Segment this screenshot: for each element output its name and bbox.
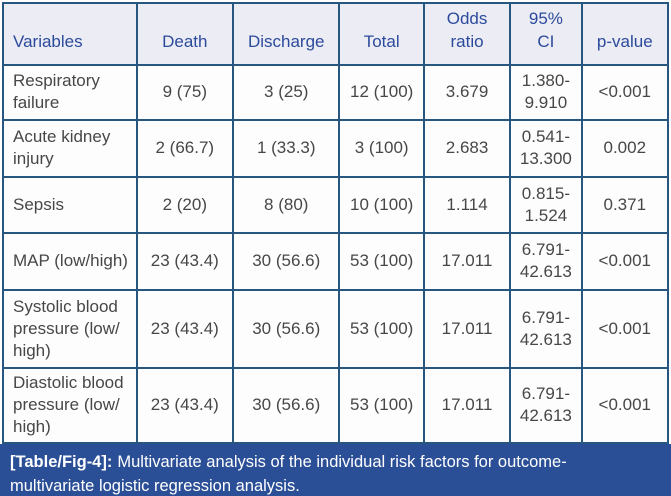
table-caption: [Table/Fig-4]: Multivariate analysis of t… — [0, 443, 671, 496]
cell-death: 2 (66.7) — [135, 118, 235, 178]
cell-total: 53 (100) — [338, 231, 425, 291]
header-label: ratio — [450, 31, 484, 51]
caption-line-1: [Table/Fig-4]: Multivariate analysis of t… — [10, 451, 659, 475]
cell-variable: Respiratory failure — [2, 63, 138, 121]
cell-95ci: 0.815- 1.524 — [509, 175, 583, 234]
cell-p-value: <0.001 — [580, 231, 670, 291]
cell-odds-ratio: 1.114 — [422, 175, 512, 234]
ci-line: 13.300 — [519, 149, 572, 169]
caption-line-2: multivariate logistic regression analysi… — [10, 476, 300, 495]
cell-p-value: <0.001 — [580, 63, 670, 121]
cell-p-value: <0.001 — [580, 288, 670, 369]
cell-95ci: 6.791- 42.613 — [509, 366, 583, 444]
header-cell-95ci: 95% CI — [509, 2, 583, 66]
cell-discharge: 30 (56.6) — [232, 231, 341, 291]
header-label: Total — [363, 31, 400, 51]
caption-text: Multivariate analysis of the individual … — [117, 452, 567, 471]
header-label: Discharge — [247, 31, 325, 51]
cell-95ci: 0.541- 13.300 — [509, 118, 583, 178]
cell-variable: MAP (low/high) — [2, 231, 138, 291]
header-label: 95% — [528, 9, 563, 28]
header-label: Odds — [446, 9, 488, 28]
ci-line: 6.791- — [521, 384, 570, 404]
cell-total: 10 (100) — [338, 175, 425, 234]
cell-odds-ratio: 3.679 — [422, 63, 512, 121]
ci-line: 42.613 — [519, 262, 572, 282]
cell-discharge: 8 (80) — [232, 175, 341, 234]
cell-total: 3 (100) — [338, 118, 425, 178]
cell-odds-ratio: 17.011 — [422, 366, 512, 444]
cell-death: 23 (43.4) — [135, 366, 235, 444]
results-table: Variables Death Discharge Total Odds rat… — [2, 2, 670, 444]
table-row-diastolic-bp: Diastolic blood pressure (low/ high) 23 … — [2, 366, 670, 444]
caption-label: [Table/Fig-4]: — [10, 452, 113, 471]
header-label: p-value — [596, 31, 653, 51]
table-row-map: MAP (low/high) 23 (43.4) 30 (56.6) 53 (1… — [2, 231, 670, 291]
header-label: Variables — [13, 31, 83, 51]
cell-death: 2 (20) — [135, 175, 235, 234]
ci-line: 0.815- — [521, 183, 570, 203]
cell-95ci: 6.791- 42.613 — [509, 288, 583, 369]
header-label: Death — [162, 31, 208, 51]
header-cell-discharge: Discharge — [232, 2, 341, 66]
cell-variable: Acute kidney injury — [2, 118, 138, 178]
ci-line: 1.524 — [524, 205, 568, 225]
cell-variable: Systolic blood pressure (low/ high) — [2, 288, 138, 369]
table-row-systolic-bp: Systolic blood pressure (low/ high) 23 (… — [2, 288, 670, 369]
ci-line: 1.380- — [521, 71, 570, 91]
table-row-sepsis: Sepsis 2 (20) 8 (80) 10 (100) 1.114 0.81… — [2, 175, 670, 234]
cell-odds-ratio: 2.683 — [422, 118, 512, 178]
table-row-respiratory-failure: Respiratory failure 9 (75) 3 (25) 12 (10… — [2, 63, 670, 121]
cell-discharge: 30 (56.6) — [232, 288, 341, 369]
header-cell-p-value: p-value — [580, 2, 670, 66]
cell-death: 23 (43.4) — [135, 288, 235, 369]
ci-line: 42.613 — [519, 406, 572, 426]
cell-variable: Sepsis — [2, 175, 138, 234]
table-row-acute-kidney-injury: Acute kidney injury 2 (66.7) 1 (33.3) 3 … — [2, 118, 670, 178]
cell-p-value: 0.371 — [580, 175, 670, 234]
ci-line: 6.791- — [521, 307, 570, 327]
cell-death: 23 (43.4) — [135, 231, 235, 291]
header-cell-odds-ratio: Odds ratio — [422, 2, 512, 66]
cell-p-value: 0.002 — [580, 118, 670, 178]
ci-line: 42.613 — [519, 329, 572, 349]
cell-95ci: 6.791- 42.613 — [509, 231, 583, 291]
cell-total: 12 (100) — [338, 63, 425, 121]
header-cell-variables: Variables — [2, 2, 138, 66]
cell-p-value: <0.001 — [580, 366, 670, 444]
cell-odds-ratio: 17.011 — [422, 231, 512, 291]
cell-discharge: 1 (33.3) — [232, 118, 341, 178]
header-label: CI — [537, 31, 555, 51]
cell-variable: Diastolic blood pressure (low/ high) — [2, 366, 138, 444]
ci-line: 6.791- — [521, 240, 570, 260]
cell-95ci: 1.380- 9.910 — [509, 63, 583, 121]
header-row: Variables Death Discharge Total Odds rat… — [2, 2, 670, 66]
ci-line: 0.541- — [521, 127, 570, 147]
cell-total: 53 (100) — [338, 366, 425, 444]
cell-discharge: 3 (25) — [232, 63, 341, 121]
cell-discharge: 30 (56.6) — [232, 366, 341, 444]
ci-line: 9.910 — [524, 93, 568, 113]
cell-odds-ratio: 17.011 — [422, 288, 512, 369]
cell-death: 9 (75) — [135, 63, 235, 121]
cell-total: 53 (100) — [338, 288, 425, 369]
header-cell-death: Death — [135, 2, 235, 66]
header-cell-total: Total — [338, 2, 425, 66]
